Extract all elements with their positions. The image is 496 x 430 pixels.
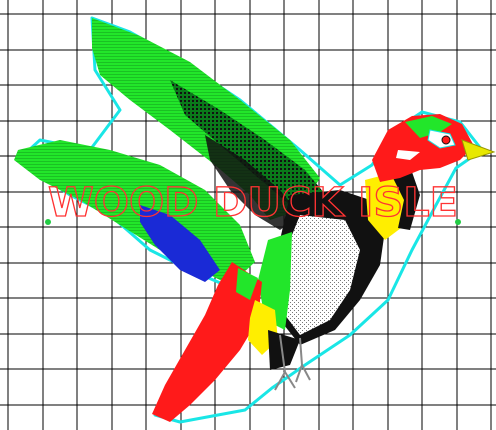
feet (274, 334, 311, 391)
eye (441, 135, 451, 145)
design-lettering[interactable]: WOOD DUCK ISLE (47, 179, 458, 226)
belly (282, 215, 360, 335)
lettering-end-marker[interactable] (455, 219, 461, 225)
beak (461, 139, 496, 161)
blue-speculum (140, 205, 220, 282)
tail (152, 262, 262, 422)
head-red (372, 114, 474, 182)
wood-duck-artwork (14, 16, 496, 424)
dark-feathers (170, 80, 330, 220)
lettering-start-marker[interactable] (45, 219, 51, 225)
